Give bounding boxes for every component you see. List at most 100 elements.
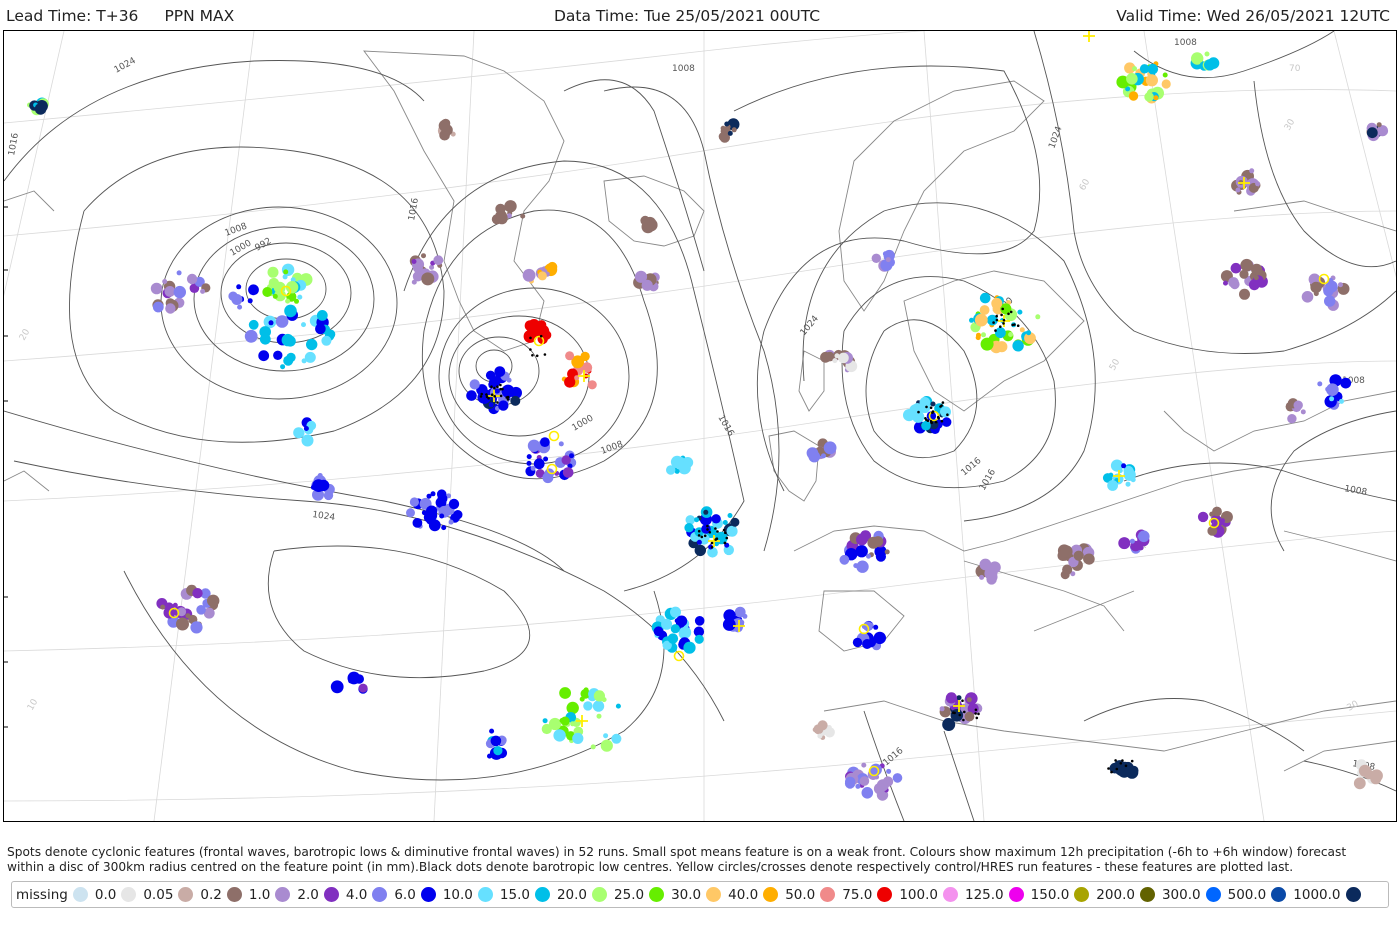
barotropic-low-dot [722, 528, 726, 532]
feature-spot [611, 733, 622, 744]
feature-spot [867, 536, 880, 549]
feature-spot [504, 200, 517, 213]
feature-spot [559, 718, 565, 723]
feature-spot [268, 320, 274, 326]
feature-spot [727, 513, 733, 518]
feature-spot [185, 613, 191, 619]
product-label: PPN MAX [164, 7, 235, 25]
feature-spot [488, 402, 494, 408]
feature-spot [280, 364, 286, 370]
feature-spot [1060, 570, 1070, 580]
barotropic-low-dot [917, 410, 920, 414]
feature-spot [1138, 530, 1150, 543]
barotropic-low-dot [706, 528, 709, 531]
feature-spot [940, 406, 951, 418]
map-panel: 1024 1016 1008 1000 992 1008 1016 1024 1… [3, 30, 1397, 822]
feature-spot [945, 692, 958, 704]
barotropic-low-dot [962, 718, 965, 722]
feature-spot [285, 281, 299, 294]
feature-spot [862, 639, 873, 649]
barotropic-low-dot [1011, 323, 1014, 327]
feature-spot [1191, 52, 1204, 65]
legend-item: missing [16, 887, 95, 903]
barotropic-low-dot [715, 537, 719, 540]
feature-spot [192, 588, 203, 599]
feature-spot [587, 380, 597, 390]
feature-spot [1324, 295, 1336, 307]
legend-item: 100.0 [899, 887, 965, 903]
control-run-circle [280, 285, 292, 297]
feature-spot [670, 455, 684, 469]
feature-spot [569, 453, 574, 459]
feature-spot [812, 727, 818, 733]
feature-spot [565, 351, 575, 361]
feature-spot [694, 544, 706, 557]
barotropic-low-dot [725, 536, 729, 540]
isobar-label: 1016 [882, 746, 906, 769]
feature-spot [506, 213, 512, 219]
feature-spot [991, 576, 997, 582]
feature-spot [570, 721, 576, 727]
isobar-label: 1016 [407, 197, 421, 222]
feature-spot [258, 350, 270, 362]
feature-spot [855, 545, 868, 558]
barotropic-low-dot [493, 386, 496, 390]
barotropic-low-dot [940, 419, 944, 423]
feature-spot [1293, 400, 1303, 410]
legend-label: 1000.0 [1293, 886, 1341, 903]
feature-spot [1325, 280, 1338, 293]
barotropic-low-dot [995, 314, 998, 318]
legend-label: 20.0 [556, 886, 588, 903]
hres-run-cross [1083, 31, 1095, 42]
feature-spot [301, 322, 306, 328]
feature-spot [1338, 282, 1343, 288]
feature-spot [726, 525, 738, 537]
feature-spot [670, 606, 681, 618]
feature-spot [1126, 73, 1138, 85]
feature-spot [939, 706, 945, 712]
feature-spot [873, 783, 886, 795]
feature-spot [526, 460, 532, 466]
control-run-circle [673, 650, 685, 662]
feature-spot [236, 284, 242, 290]
feature-spot [640, 215, 650, 226]
feature-spot [666, 465, 676, 475]
feature-spot [884, 549, 890, 555]
feature-spot [685, 515, 696, 525]
barotropic-low-dot [994, 329, 997, 332]
feature-spot [165, 303, 176, 314]
caption-line-2: within a disc of 300km radius centred on… [7, 860, 1294, 874]
feature-spot [724, 121, 730, 127]
latitude-label: 60 [1078, 177, 1093, 192]
feature-spot [283, 269, 289, 275]
feature-spot [603, 733, 609, 739]
feature-spot [1339, 398, 1344, 404]
feature-spot [237, 304, 243, 310]
feature-spot [1114, 762, 1126, 774]
legend-swatch [763, 887, 779, 902]
feature-spot [1116, 75, 1130, 89]
legend-swatch [420, 887, 436, 902]
feature-spot [859, 776, 870, 786]
feature-spot [1358, 764, 1372, 777]
feature-spot [315, 323, 326, 335]
barotropic-low-dot [934, 420, 938, 424]
hres-run-cross [733, 620, 745, 632]
legend-swatch [942, 887, 958, 902]
barotropic-low-dot [992, 321, 995, 324]
feature-spot [248, 284, 259, 296]
feature-spot [466, 390, 477, 401]
legend-swatch [649, 887, 665, 902]
feature-spot [411, 279, 417, 285]
feature-spot [909, 404, 922, 416]
feature-spot [583, 701, 593, 711]
feature-spot [1376, 122, 1382, 128]
feature-spot [583, 687, 589, 693]
hres-run-cross [578, 370, 590, 382]
feature-spot [875, 551, 887, 562]
isobar-label: 1016 [715, 414, 735, 439]
barotropic-low-dot [937, 416, 940, 420]
barotropic-low-dot [529, 336, 532, 340]
feature-spot [428, 519, 441, 532]
feature-spot [348, 678, 354, 684]
